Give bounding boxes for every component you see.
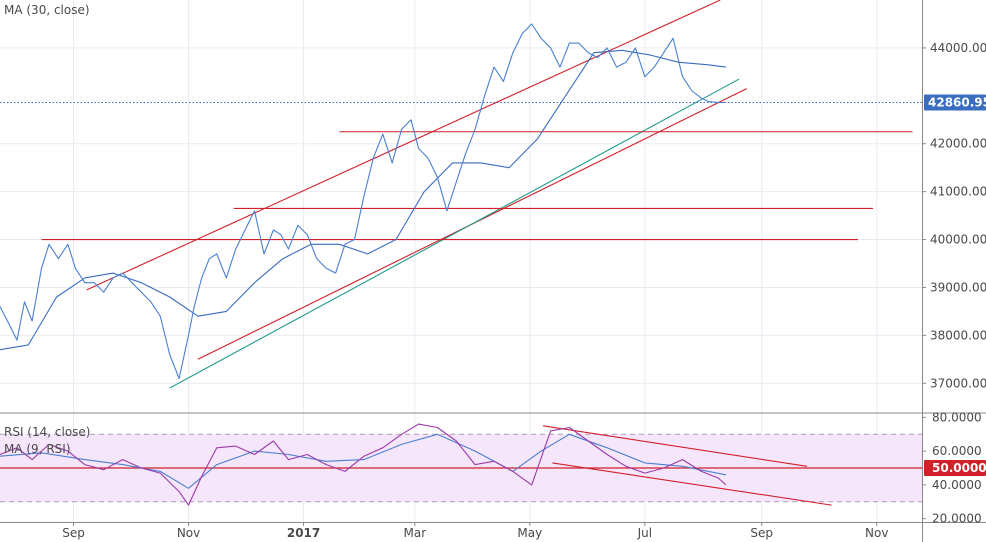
price-series	[0, 23, 922, 380]
last-price-label: 42860.95	[928, 95, 986, 109]
price-tick-label: 37000.00	[930, 376, 986, 390]
rsi-trendline-support	[552, 462, 832, 506]
last-price-badge	[924, 94, 986, 111]
price-trendlines	[41, 0, 913, 389]
rsi-trendline-resistance	[542, 425, 808, 467]
time-tick-label: Nov	[177, 526, 200, 540]
rsi-tick-label: 40.0000	[932, 478, 982, 492]
rsi-ma-indicator-label[interactable]: MA (9, RSI)	[4, 442, 71, 456]
price-tick-label: 41000.00	[930, 185, 986, 199]
ma-30-line	[0, 49, 726, 351]
rsi-series	[0, 423, 922, 506]
price-tick-label: 42000.00	[930, 137, 986, 151]
time-tick-label: Mar	[403, 526, 426, 540]
price-tick-label: 39000.00	[930, 280, 986, 294]
rsi-tick-label: 80.0000	[932, 410, 982, 424]
rsi-tick-label: 60.0000	[932, 444, 982, 458]
rsi-line	[0, 423, 727, 506]
time-tick-label: May	[517, 526, 542, 540]
rsi-tick-label: 20.0000	[932, 512, 982, 526]
trendline-support	[169, 78, 740, 389]
time-tick-label: 2017	[287, 526, 320, 540]
price-tick-label: 40000.00	[930, 233, 986, 247]
rsi-ma-line	[0, 433, 727, 489]
time-tick-label: Nov	[865, 526, 888, 540]
rsi-level-badge	[924, 460, 986, 476]
price-tick-label: 38000.00	[930, 328, 986, 342]
trendline-channel-upper	[86, 0, 721, 291]
time-tick-label: Sep	[62, 526, 85, 540]
price-tick-label: 44000.00	[930, 41, 986, 55]
time-tick-label: Sep	[750, 526, 773, 540]
rsi-level-label: 50.0000	[932, 461, 986, 475]
price-indicator-label[interactable]: MA (30, close)	[4, 3, 90, 17]
rsi-indicator-label[interactable]: RSI (14, close)	[4, 425, 90, 439]
price-line	[0, 23, 726, 380]
time-tick-label: Jul	[637, 526, 652, 540]
